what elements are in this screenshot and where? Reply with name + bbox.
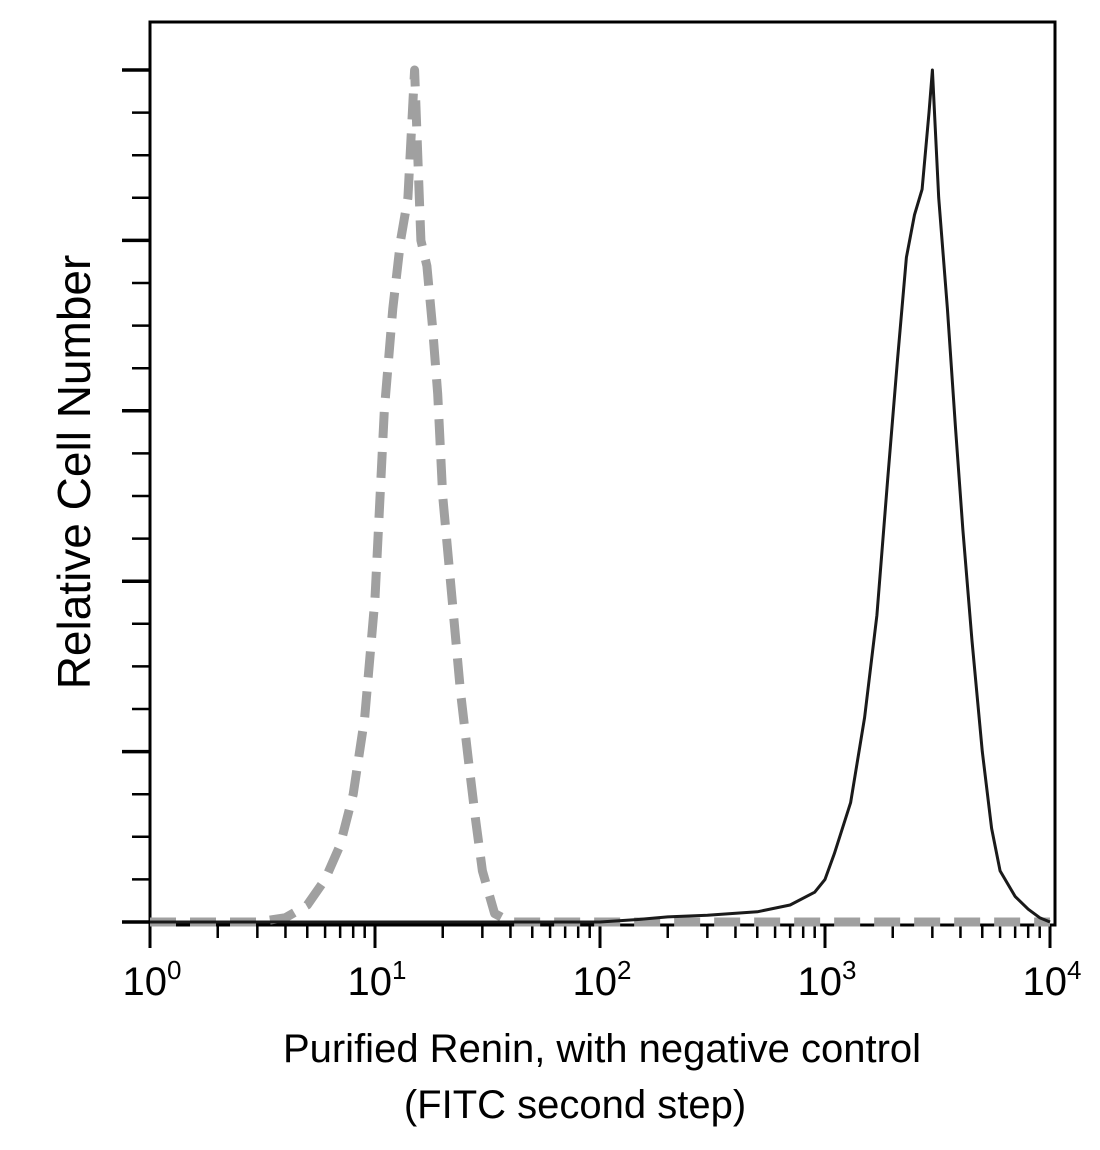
renin-histogram [150,68,1051,924]
x-tick-label: 104 [1023,955,1082,1004]
series-layer [150,65,1051,927]
x-axis-title: Purified Renin, with negative control [283,1027,921,1071]
x-tick-label: 100 [123,955,182,1004]
x-tick-label: 102 [573,955,632,1004]
x-ticks [148,925,1052,948]
y-ticks [122,68,150,924]
y-axis-title: Relative Cell Number [48,255,100,690]
plot-frame [148,20,1057,927]
x-tick-label: 103 [798,955,857,1004]
negative-control-histogram [150,65,1050,927]
x-axis-title-line2: (FITC second step) [404,1083,746,1127]
x-tick-labels: 100 101 102 103 104 [123,955,1082,1004]
x-tick-label: 101 [348,955,407,1004]
